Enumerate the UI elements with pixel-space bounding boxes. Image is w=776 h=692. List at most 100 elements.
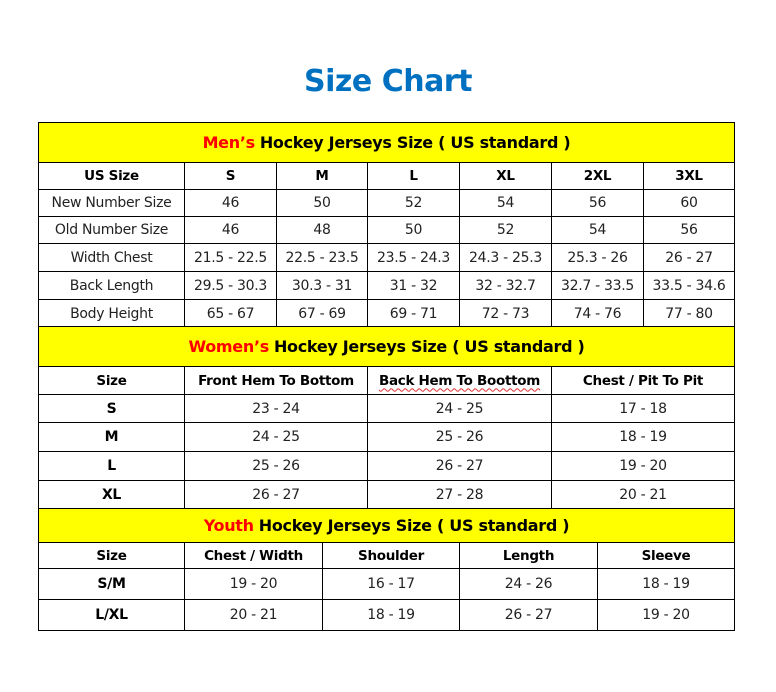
youth-label: Youth (203, 516, 254, 535)
table-row: L 25 - 26 26 - 27 19 - 20 (39, 452, 734, 481)
table-row: L/XL 20 - 21 18 - 19 26 - 27 19 - 20 (39, 600, 734, 631)
table-cell: 54 (459, 190, 551, 216)
table-cell: 26 - 27 (367, 452, 551, 480)
cell-text: 24 - 25 (435, 400, 484, 417)
cell-text: 69 - 71 (389, 305, 438, 322)
table-cell: 26 - 27 (643, 244, 734, 271)
women-column-headers: Size Front Hem To Bottom Back Hem To Boott… (39, 367, 734, 395)
table-cell: 46 (184, 190, 276, 216)
cell-text: 18 - 19 (367, 607, 415, 623)
cell-text: S (106, 400, 117, 417)
cell-text: Size (96, 372, 127, 389)
row-label: XL (39, 481, 184, 508)
cell-text: 25 - 26 (252, 458, 300, 474)
mens-label: Men’s (202, 133, 256, 152)
cell-text: 46 (221, 222, 240, 238)
table-cell: 16 - 17 (322, 569, 459, 599)
table-cell: 20 - 21 (551, 481, 734, 508)
table-cell: 20 - 21 (184, 600, 322, 630)
cell-text: Back Length (69, 277, 154, 294)
cell-text: 27 - 28 (435, 486, 484, 503)
table-cell: 50 (276, 190, 367, 216)
cell-text: 26 - 27 (435, 458, 484, 474)
table-cell: 24 - 25 (367, 395, 551, 422)
column-header: US Size (39, 163, 184, 189)
cell-text: 25.3 - 26 (567, 249, 628, 266)
cell-text: 33.5 - 34.6 (652, 277, 726, 294)
table-row: S/M 19 - 20 16 - 17 24 - 26 18 - 19 (39, 569, 734, 600)
row-label: Old Number Size (39, 217, 184, 243)
table-cell: 19 - 20 (551, 452, 734, 480)
cell-text: Back Hem To Boottom (378, 372, 541, 389)
table-cell: 52 (367, 190, 459, 216)
column-header: M (276, 163, 367, 189)
row-label: Back Length (39, 272, 184, 299)
column-header: XL (459, 163, 551, 189)
cell-text: Size (96, 547, 127, 564)
cell-text: 32 - 32.7 (475, 277, 536, 294)
men-column-headers: US Size S M L XL 2XL 3XL (39, 163, 734, 190)
cell-text: 72 - 73 (481, 305, 530, 322)
table-cell: 33.5 - 34.6 (643, 272, 734, 299)
youth-section-header: Youth Hockey Jerseys Size ( US standard … (39, 508, 734, 543)
table-cell: 17 - 18 (551, 395, 734, 422)
column-header: Front Hem To Bottom (184, 367, 367, 394)
cell-text: 30.3 - 31 (291, 277, 353, 294)
table-cell: 27 - 28 (367, 481, 551, 508)
cell-text: 23 - 24 (252, 400, 300, 417)
cell-text: Front Hem To Bottom (198, 372, 354, 389)
table-cell: 24.3 - 25.3 (459, 244, 551, 271)
cell-text: 23.5 - 24.3 (377, 249, 450, 266)
table-cell: 56 (551, 190, 643, 216)
table-cell: 72 - 73 (459, 300, 551, 327)
cell-text: Length (502, 547, 555, 564)
column-header: 3XL (643, 163, 734, 189)
cell-text: 26 - 27 (504, 607, 553, 623)
table-cell: 21.5 - 22.5 (184, 244, 276, 271)
cell-text: 19 - 20 (619, 458, 667, 474)
table-cell: 24 - 26 (459, 569, 597, 599)
table-cell: 18 - 19 (322, 600, 459, 630)
table-cell: 25.3 - 26 (551, 244, 643, 271)
cell-text: 74 - 76 (573, 305, 622, 322)
cell-text: 50 (404, 222, 423, 238)
column-header: Shoulder (322, 543, 459, 568)
table-cell: 25 - 26 (367, 423, 551, 451)
cell-text: 18 - 19 (642, 576, 690, 592)
cell-text: New Number Size (51, 195, 172, 211)
table-cell: 69 - 71 (367, 300, 459, 327)
table-cell: 32 - 32.7 (459, 272, 551, 299)
table-row: Back Length 29.5 - 30.3 30.3 - 31 31 - 32 32… (39, 272, 734, 300)
page-title: Size Chart (304, 64, 472, 99)
cell-text: 54 (588, 222, 607, 238)
table-cell: 19 - 20 (184, 569, 322, 599)
row-label: Body Height (39, 300, 184, 327)
cell-text: 54 (496, 195, 515, 211)
cell-text: 67 - 69 (298, 305, 346, 322)
cell-text: Sleeve (641, 547, 691, 564)
cell-text: 29.5 - 30.3 (194, 277, 267, 294)
table-cell: 18 - 19 (551, 423, 734, 451)
table-cell: 50 (367, 217, 459, 243)
cell-text: 46 (221, 195, 240, 211)
womens-section-header: Women’s Hockey Jerseys Size ( US standar… (39, 326, 734, 367)
row-label: S/M (39, 569, 184, 599)
row-label: M (39, 423, 184, 451)
cell-text: 16 - 17 (367, 576, 415, 592)
column-header: L (367, 163, 459, 189)
cell-text: Shoulder (358, 547, 424, 564)
row-label: S (39, 395, 184, 422)
cell-text: 24 - 26 (504, 576, 553, 592)
cell-text: L (409, 168, 418, 184)
cell-text: 24 - 25 (252, 429, 300, 445)
column-header: Size (39, 367, 184, 394)
cell-text: 18 - 19 (619, 429, 667, 445)
row-label: L (39, 452, 184, 480)
cell-text: 2XL (583, 168, 612, 184)
table-cell: 46 (184, 217, 276, 243)
table-row: S 23 - 24 24 - 25 17 - 18 (39, 395, 734, 423)
mens-size-table: Men’s Hockey Jerseys Size ( US standard … (38, 122, 735, 328)
cell-text: M (315, 168, 329, 184)
row-label: Width Chest (39, 244, 184, 271)
cell-text: 24.3 - 25.3 (469, 249, 542, 266)
